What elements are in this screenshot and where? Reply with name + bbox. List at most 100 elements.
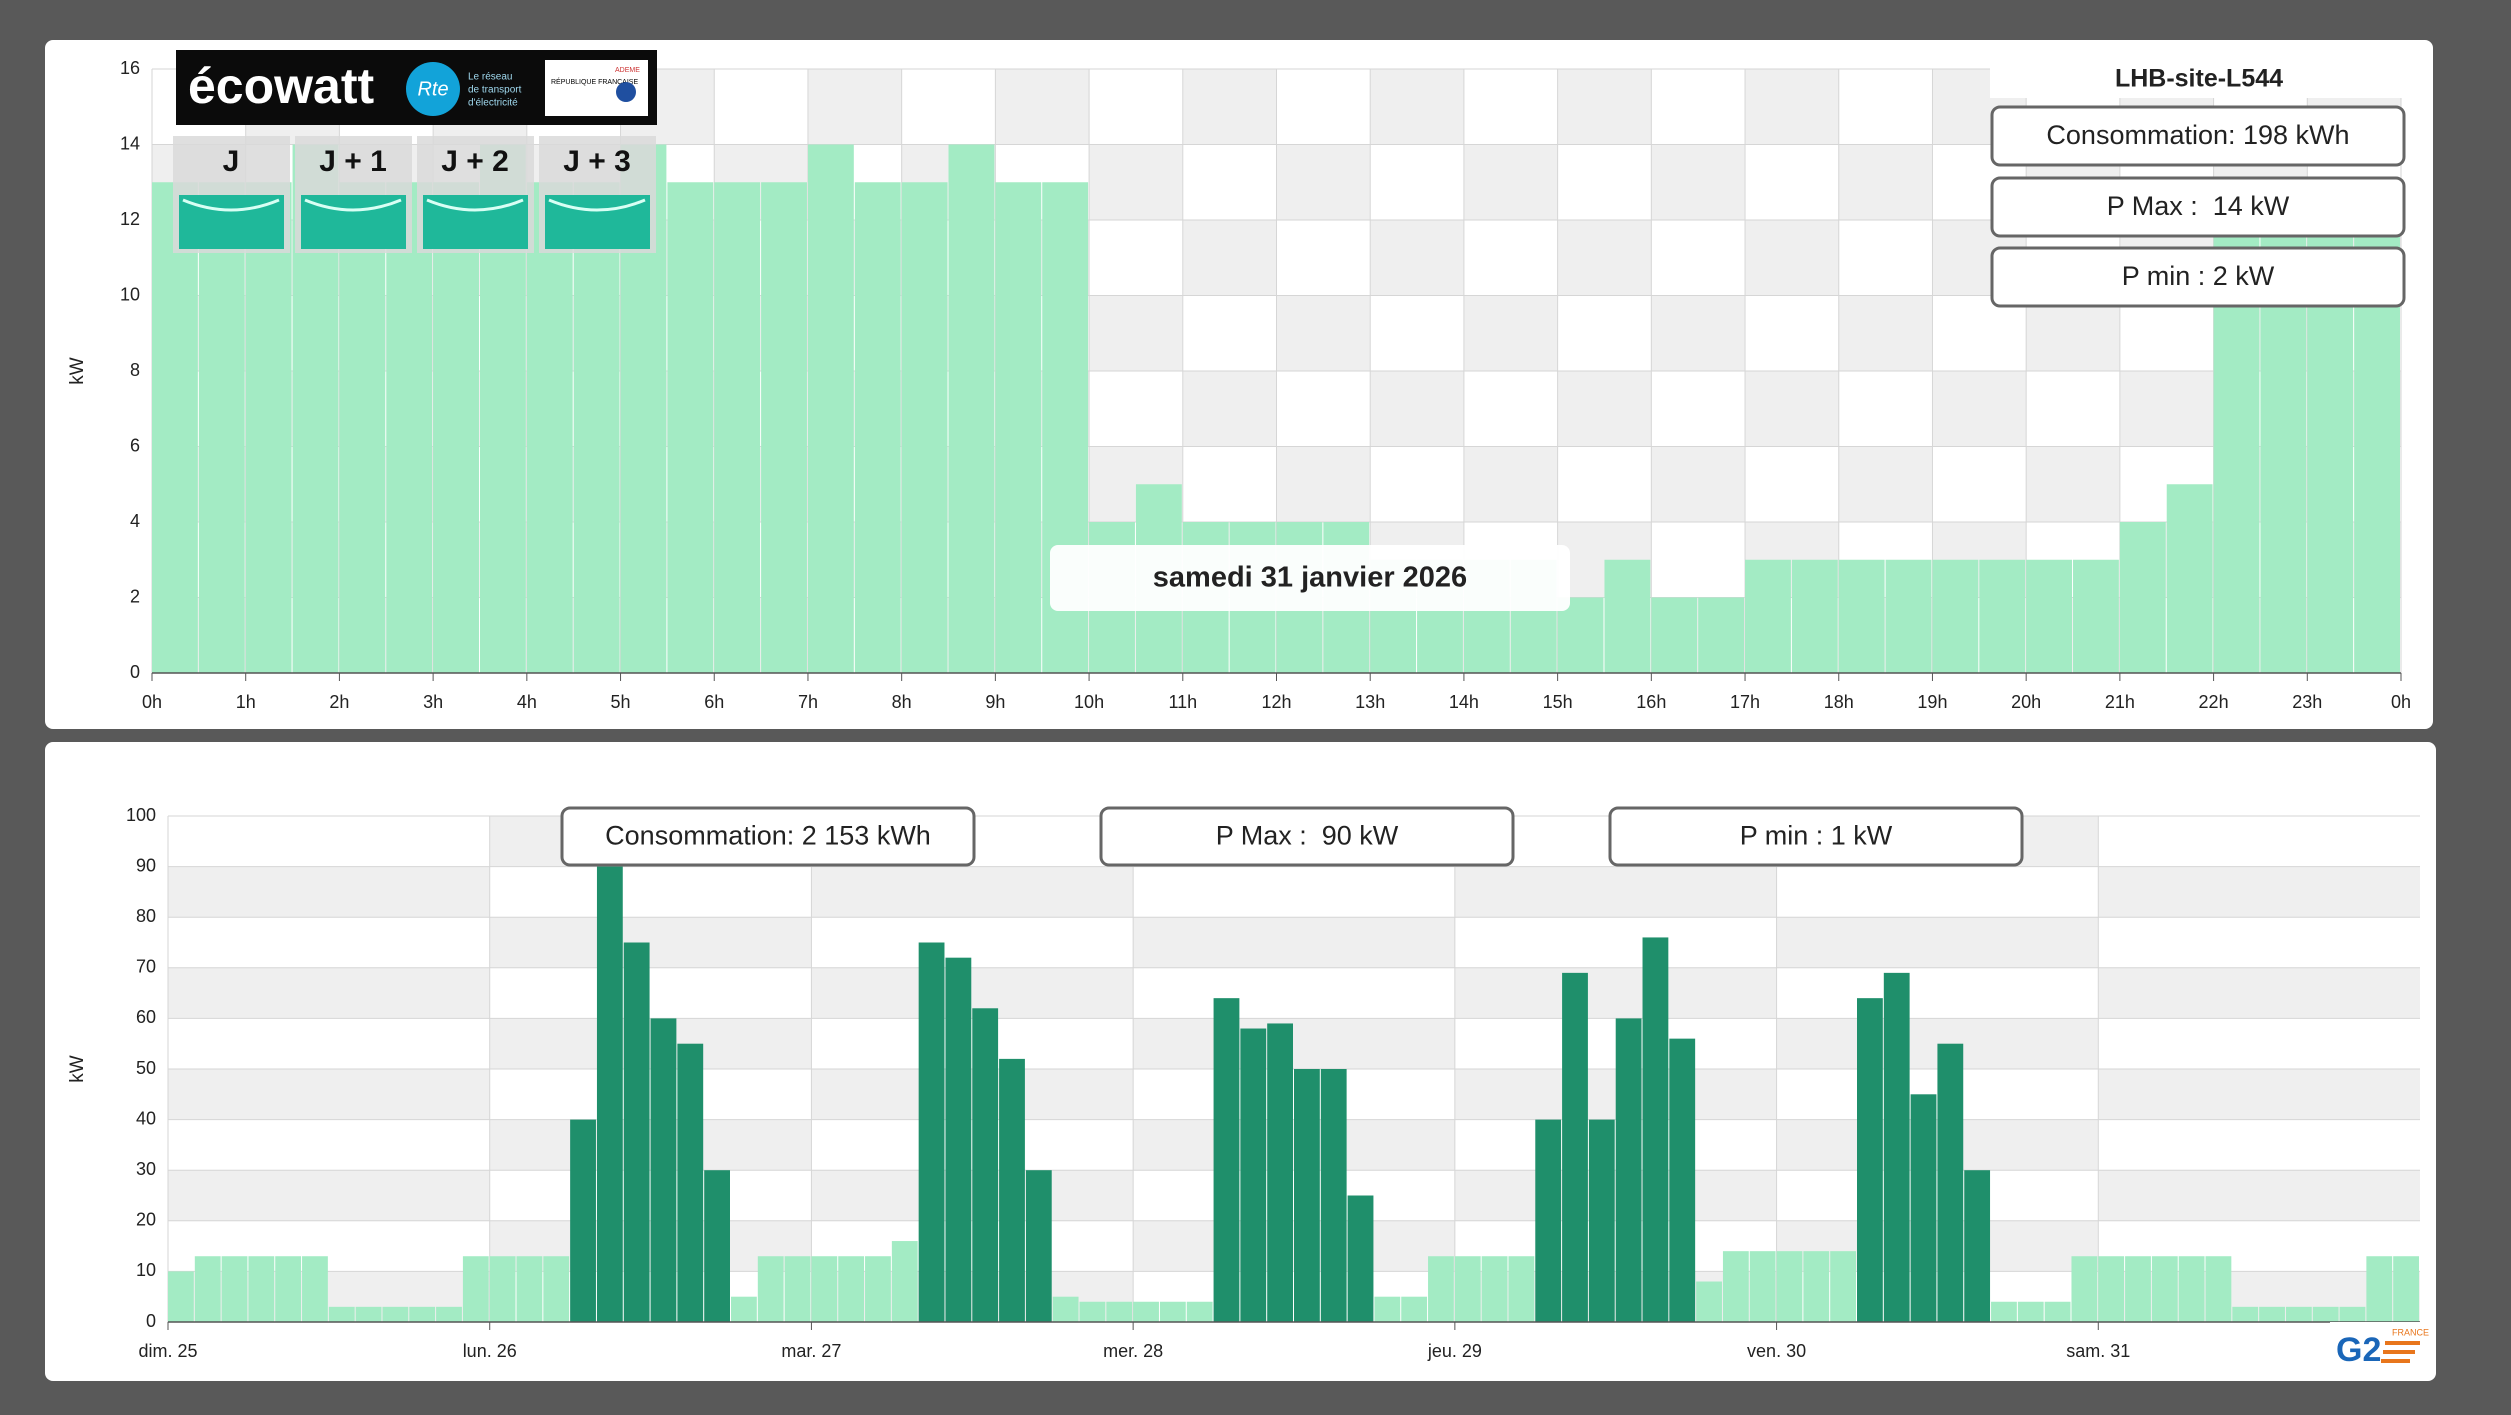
plot-band bbox=[1838, 144, 1933, 220]
plot-band bbox=[2026, 446, 2120, 522]
plot-band bbox=[1463, 144, 1558, 220]
plot-band bbox=[1454, 917, 1777, 968]
bar bbox=[901, 182, 948, 673]
day-label: J + 2 bbox=[441, 145, 509, 178]
bar bbox=[2393, 1256, 2419, 1322]
x-tick-label: 13h bbox=[1355, 692, 1385, 712]
bar bbox=[999, 1058, 1025, 1322]
x-tick-label: sam. 31 bbox=[2066, 1341, 2130, 1361]
bar bbox=[1791, 559, 1838, 673]
bar bbox=[198, 182, 245, 673]
plot-band bbox=[1745, 295, 1839, 371]
plot-band bbox=[168, 1069, 490, 1120]
logo-sub: FRANCE bbox=[2392, 1327, 2429, 1337]
bar bbox=[221, 1256, 248, 1322]
stat-text: P Max : 90 kW bbox=[1216, 821, 1399, 851]
logo-stripes bbox=[2381, 1341, 2420, 1363]
day-label: J + 3 bbox=[563, 145, 631, 178]
plot-band bbox=[1276, 144, 1371, 220]
plot-band bbox=[1182, 371, 1277, 447]
bar bbox=[761, 182, 807, 673]
bar bbox=[650, 1018, 677, 1322]
bar bbox=[1535, 1119, 1562, 1322]
plot-band bbox=[1776, 917, 2099, 968]
plot-band bbox=[168, 917, 490, 968]
plot-band bbox=[1651, 522, 1746, 598]
bar bbox=[1803, 1251, 1830, 1322]
plot-band bbox=[1776, 1119, 2099, 1171]
plot-band bbox=[1838, 69, 1933, 145]
bar bbox=[1240, 1028, 1267, 1322]
ecowatt-brand: écowatt bbox=[188, 58, 375, 114]
plot-band bbox=[1651, 446, 1746, 522]
bar bbox=[194, 1256, 221, 1322]
stat-box bbox=[1990, 246, 2406, 308]
bar bbox=[2166, 484, 2213, 673]
bar bbox=[2151, 1256, 2178, 1322]
plot-band bbox=[1932, 446, 2027, 522]
bar bbox=[1932, 559, 1979, 673]
x-tick-label: mer. 28 bbox=[1103, 1341, 1163, 1361]
bar bbox=[811, 1256, 838, 1322]
bar bbox=[1079, 1301, 1106, 1322]
bar bbox=[1133, 1301, 1159, 1322]
plot-band bbox=[1454, 967, 1777, 1019]
plot-band bbox=[1557, 371, 1652, 447]
title-bg bbox=[1990, 62, 2410, 98]
y-tick-label: 80 bbox=[136, 906, 156, 926]
plot-band bbox=[168, 1018, 490, 1069]
bar bbox=[995, 182, 1042, 673]
bar bbox=[1642, 937, 1669, 1322]
plot-band bbox=[1463, 371, 1558, 447]
plot-band bbox=[1932, 295, 2027, 371]
bar bbox=[731, 1296, 757, 1322]
bar bbox=[2098, 1256, 2125, 1322]
bar bbox=[1374, 1296, 1401, 1322]
y-tick-label: 4 bbox=[130, 511, 140, 531]
plot-band bbox=[1133, 917, 1455, 968]
bar bbox=[2366, 1256, 2393, 1322]
x-tick-label: 6h bbox=[704, 692, 724, 712]
bar bbox=[1776, 1251, 1803, 1322]
bar bbox=[2339, 1306, 2366, 1322]
plot-band bbox=[1776, 1069, 2099, 1120]
y-tick-label: 0 bbox=[146, 1311, 156, 1331]
bar bbox=[854, 182, 901, 673]
bar bbox=[2026, 559, 2073, 673]
bar bbox=[2017, 1301, 2044, 1322]
plot-band bbox=[811, 866, 1134, 918]
y-tick-label: 60 bbox=[136, 1007, 156, 1027]
stat-box bbox=[1990, 176, 2406, 238]
y-tick-label: 90 bbox=[136, 855, 156, 875]
stat-text: P Max : 14 kW bbox=[2107, 191, 2290, 221]
y-tick-label: 12 bbox=[120, 209, 140, 229]
plot-band bbox=[1932, 371, 2027, 447]
bar bbox=[1698, 597, 1745, 673]
plot-band bbox=[1370, 371, 1464, 447]
y-tick-label: 20 bbox=[136, 1210, 156, 1230]
bar bbox=[339, 182, 386, 673]
x-tick-label: 17h bbox=[1730, 692, 1760, 712]
plot-band bbox=[1276, 220, 1371, 296]
plot-band bbox=[1089, 144, 1183, 220]
bar bbox=[1481, 1256, 1508, 1322]
bar bbox=[1745, 559, 1791, 673]
plot-band bbox=[1557, 144, 1652, 220]
bar bbox=[1186, 1301, 1213, 1322]
bar bbox=[382, 1306, 409, 1322]
plot-band bbox=[2119, 371, 2214, 447]
x-tick-label: lun. 26 bbox=[463, 1341, 517, 1361]
bar bbox=[1651, 597, 1698, 673]
x-tick-label: 0h bbox=[142, 692, 162, 712]
bar bbox=[623, 942, 650, 1322]
bar bbox=[2232, 1306, 2259, 1322]
plot-band bbox=[1463, 446, 1558, 522]
plot-band bbox=[1370, 144, 1464, 220]
x-tick-label: 1h bbox=[236, 692, 256, 712]
bar bbox=[1159, 1301, 1186, 1322]
plot-band bbox=[1557, 220, 1652, 296]
x-tick-label: 0h bbox=[2391, 692, 2411, 712]
stat-box bbox=[560, 806, 976, 867]
plot-band bbox=[1182, 446, 1277, 522]
bar bbox=[1883, 972, 1910, 1322]
